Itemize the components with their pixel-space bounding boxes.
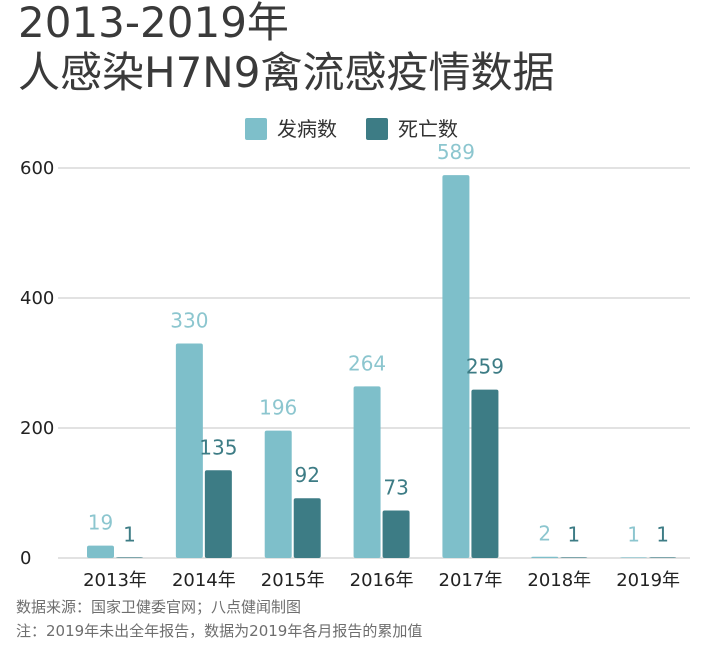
bar-deaths-1 bbox=[204, 470, 232, 558]
bar-deaths-4 bbox=[471, 389, 499, 558]
bar-cases-6 bbox=[620, 557, 648, 558]
x-tick-label-2: 2015年 bbox=[261, 570, 325, 591]
chart-title-line-1: 2013-2019年 bbox=[18, 0, 289, 47]
bar-deaths-3 bbox=[382, 510, 410, 558]
x-axis-tick-labels: 2013年 2014年 2015年 2016年 2017年 2018年 2019年 bbox=[83, 570, 680, 591]
data-label-deaths-3: 73 bbox=[383, 476, 408, 500]
x-tick-label-6: 2019年 bbox=[616, 570, 680, 591]
data-label-cases-5: 2 bbox=[538, 522, 551, 546]
y-tick-label-600: 600 bbox=[20, 158, 54, 179]
y-tick-label-400: 400 bbox=[20, 288, 54, 309]
bar-cases-1 bbox=[175, 343, 203, 558]
bar-cases-0 bbox=[87, 545, 114, 558]
bar-cases-3 bbox=[353, 386, 381, 558]
bar-deaths-0 bbox=[116, 557, 143, 558]
bar-deaths-6 bbox=[649, 557, 677, 558]
data-label-cases-0: 19 bbox=[88, 511, 113, 535]
bar-cases-4 bbox=[442, 175, 470, 558]
bar-cases-5 bbox=[531, 556, 559, 558]
bar-cases-2 bbox=[264, 430, 292, 558]
data-label-deaths-6: 1 bbox=[656, 522, 669, 546]
bar-deaths-2 bbox=[293, 498, 321, 558]
data-label-deaths-2: 92 bbox=[294, 463, 319, 487]
data-label-cases-2: 196 bbox=[259, 396, 297, 420]
bars-group bbox=[87, 175, 677, 558]
y-tick-label-0: 0 bbox=[20, 548, 31, 569]
bar-deaths-5 bbox=[560, 557, 588, 558]
data-label-deaths-1: 135 bbox=[199, 435, 237, 459]
x-tick-label-3: 2016年 bbox=[350, 570, 414, 591]
chart-legend: 发病数 死亡数 bbox=[245, 117, 458, 141]
x-tick-label-0: 2013年 bbox=[83, 570, 147, 591]
legend-item-cases-swatch bbox=[245, 118, 267, 140]
data-label-cases-3: 264 bbox=[348, 351, 386, 375]
data-label-cases-1: 330 bbox=[170, 309, 208, 333]
data-label-deaths-5: 1 bbox=[567, 522, 580, 546]
source-note: 数据来源：国家卫健委官网；八点健闻制图 bbox=[16, 598, 302, 616]
x-tick-label-1: 2014年 bbox=[172, 570, 236, 591]
data-label-deaths-4: 259 bbox=[466, 355, 504, 379]
y-axis-tick-labels: 0 200 400 600 bbox=[20, 158, 54, 569]
legend-item-deaths-swatch bbox=[366, 118, 388, 140]
x-tick-label-4: 2017年 bbox=[439, 570, 503, 591]
data-label-cases-6: 1 bbox=[627, 522, 640, 546]
data-label-deaths-0: 1 bbox=[123, 522, 136, 546]
legend-item-deaths-label: 死亡数 bbox=[398, 117, 458, 141]
data-label-cases-4: 589 bbox=[437, 140, 475, 164]
y-tick-label-200: 200 bbox=[20, 418, 54, 439]
chart-title-line-2: 人感染H7N9禽流感疫情数据 bbox=[18, 48, 555, 97]
x-tick-label-5: 2018年 bbox=[527, 570, 591, 591]
legend-item-cases-label: 发病数 bbox=[277, 117, 337, 141]
footnote: 注：2019年未出全年报告，数据为2019年各月报告的累加值 bbox=[16, 622, 423, 640]
